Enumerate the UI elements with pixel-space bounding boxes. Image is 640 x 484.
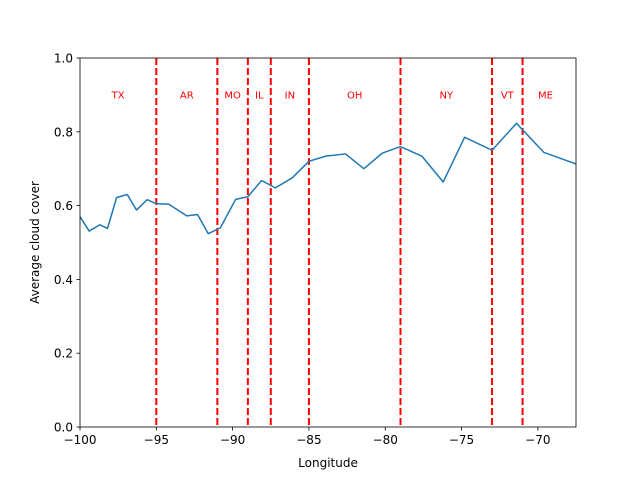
y-tick-label: 0.6 <box>54 199 73 213</box>
state-label: OH <box>347 90 362 101</box>
y-tick-label: 1.0 <box>54 52 73 66</box>
x-tick-label: −70 <box>525 433 550 447</box>
axes: Longitude Average cloud cover −100 −95 −90… <box>28 52 577 470</box>
state-label: IN <box>285 90 295 101</box>
state-label: VT <box>501 90 515 101</box>
state-label: ME <box>538 90 553 101</box>
y-tick-label: 0.8 <box>54 125 73 139</box>
y-axis-label: Average cloud cover <box>28 181 42 304</box>
cloud-cover-line <box>79 122 577 235</box>
x-tick-label: −95 <box>144 433 169 447</box>
x-tick-label: −100 <box>64 433 97 447</box>
y-tick-label: 0.2 <box>54 347 73 361</box>
plot-frame <box>79 57 577 428</box>
state-label: MO <box>224 90 241 101</box>
state-label: AR <box>180 90 194 101</box>
x-tick-label: −85 <box>296 433 321 447</box>
state-label: TX <box>111 90 125 101</box>
plot-area: TX AR MO IL IN OH NY VT ME <box>79 58 577 427</box>
state-label: NY <box>439 90 453 101</box>
x-tick-label: −75 <box>449 433 474 447</box>
x-tick-label: −80 <box>373 433 398 447</box>
x-tick-label: −90 <box>220 433 245 447</box>
y-tick-label: 0.4 <box>54 273 73 287</box>
y-tick-label: 0.0 <box>54 421 73 435</box>
x-axis-label: Longitude <box>298 456 358 470</box>
state-label: IL <box>255 90 264 101</box>
